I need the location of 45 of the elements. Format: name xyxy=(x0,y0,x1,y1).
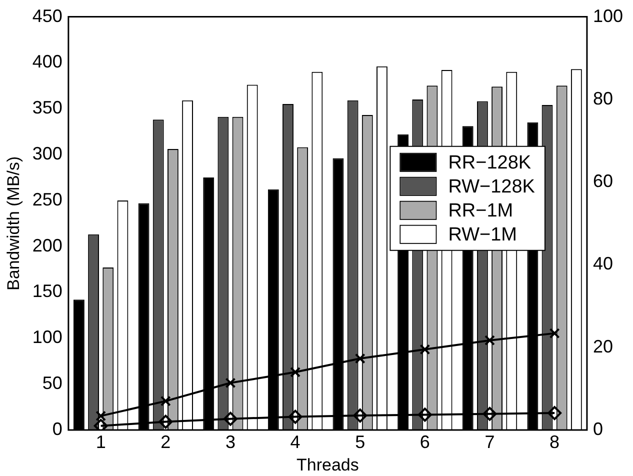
point xyxy=(418,408,432,422)
y-tick-label: 450 xyxy=(32,6,62,26)
point xyxy=(160,396,171,406)
x-axis-title: Threads xyxy=(296,455,359,474)
y2-tick-label: 20 xyxy=(592,336,613,356)
x-tick-label: 7 xyxy=(484,432,495,452)
y-tick-label: 400 xyxy=(32,52,62,72)
point xyxy=(482,406,497,421)
y-axis-title: Bandwidth (MB/s) xyxy=(4,156,23,290)
y-tick-label: 300 xyxy=(32,144,62,164)
point xyxy=(549,328,560,339)
x-tick-label: 5 xyxy=(355,432,366,452)
y-tick-label: 350 xyxy=(32,98,62,118)
x-tick-label: 2 xyxy=(160,432,171,452)
point xyxy=(420,344,430,355)
x-tick-label: 3 xyxy=(225,432,236,452)
point xyxy=(225,378,236,388)
x-tick-label: 4 xyxy=(290,432,300,452)
point xyxy=(223,412,238,426)
y2-tick-label: 100 xyxy=(592,6,624,26)
y-tick-label: 50 xyxy=(42,373,62,394)
point xyxy=(96,410,106,422)
legend-label: RW−1M xyxy=(448,224,517,246)
point xyxy=(353,408,368,423)
point xyxy=(288,410,302,424)
point xyxy=(354,353,366,364)
y2-tick-label: 40 xyxy=(592,254,613,274)
point xyxy=(290,366,301,378)
legend-label: RR−1M xyxy=(448,200,514,222)
x-tick-label: 8 xyxy=(550,432,560,452)
point xyxy=(158,414,173,429)
y-tick-label: 250 xyxy=(32,189,62,210)
y2-tick-label: 80 xyxy=(592,88,613,108)
y-tick-label: 100 xyxy=(32,327,62,348)
y-tick-label: 0 xyxy=(52,418,62,439)
y2-tick-label: 0 xyxy=(592,418,603,439)
y-tick-label: 150 xyxy=(32,281,62,302)
point xyxy=(484,335,495,346)
legend-label: RR−128K xyxy=(448,152,532,174)
y-tick-label: 200 xyxy=(32,235,62,256)
x-tick-label: 6 xyxy=(420,432,430,452)
x-tick-label: 1 xyxy=(96,432,106,452)
y2-tick-label: 60 xyxy=(592,171,613,192)
legend-label: RW−128K xyxy=(448,176,536,198)
point xyxy=(548,406,562,420)
